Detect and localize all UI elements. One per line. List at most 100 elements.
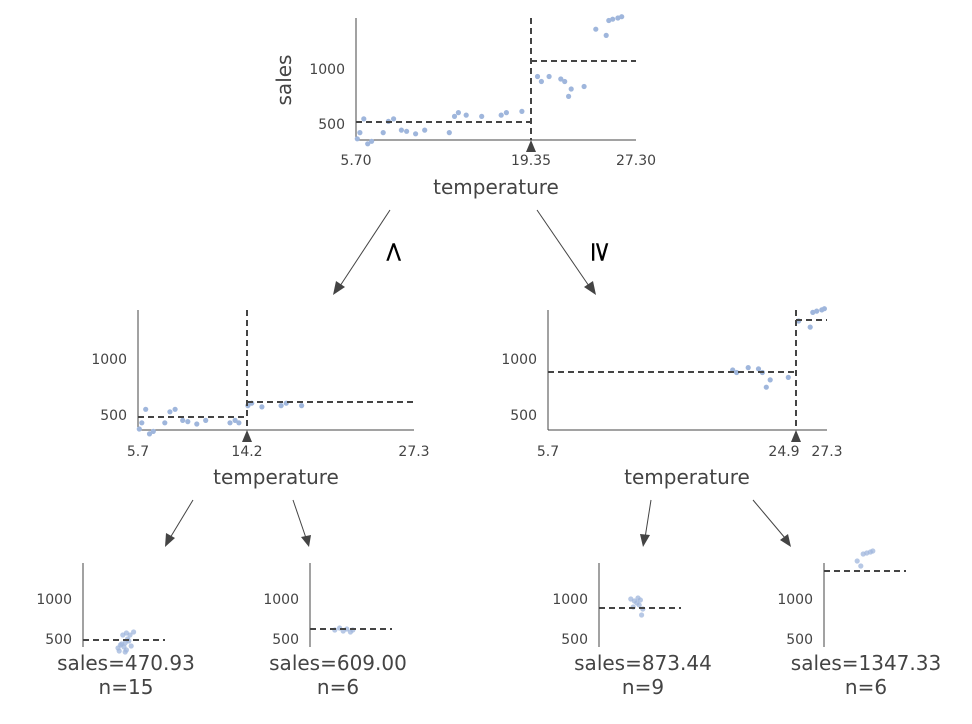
root-point-13	[451, 113, 458, 119]
left-xlabel: temperature	[213, 465, 339, 489]
root-point-4	[369, 138, 375, 144]
branch-greater-equal-label: ≥	[585, 240, 618, 263]
left-ytick-1000: 1000	[91, 352, 127, 368]
leaf1-point-12	[128, 643, 134, 649]
right-point-7	[785, 374, 791, 380]
left-point-11	[203, 417, 209, 423]
right-point-13	[821, 306, 828, 312]
right-points	[730, 306, 828, 390]
leaf3-n-text: n=9	[622, 675, 664, 699]
left-point-5	[162, 420, 168, 426]
right-split-marker	[791, 430, 801, 442]
root-point-31	[610, 16, 616, 22]
right-xtick-max: 27.3	[811, 444, 842, 460]
leaf3-point-5	[639, 612, 645, 618]
left-ytick-500: 500	[100, 408, 127, 424]
leaf2-ytick-1000: 1000	[263, 592, 299, 608]
leaf3-point-8	[635, 595, 641, 601]
root-point-18	[503, 110, 509, 116]
right-point-11	[814, 308, 820, 314]
leaf1-sales-text: sales=470.93	[57, 651, 195, 675]
leaf4-point-1	[858, 563, 864, 569]
root-ytick-1000: 1000	[309, 62, 345, 78]
root-point-0	[354, 136, 360, 142]
left-to-leaf2-arrow	[292, 499, 311, 547]
left-point-6	[167, 409, 173, 415]
root-point-19	[519, 108, 525, 114]
leaf1-n-text: n=15	[99, 675, 154, 699]
leaf-node-1: 1000 500 sales=470.93 n=15	[36, 563, 195, 699]
leaf3-ytick-500: 500	[561, 632, 588, 648]
right-ytick-1000: 1000	[501, 352, 537, 368]
leaf3-sales-text: sales=873.44	[574, 651, 712, 675]
root-ytick-500: 500	[318, 117, 345, 133]
right-node-plot: 1000 500 5.7 24.9 27.3 temperature	[501, 306, 843, 489]
leaf1-point-11	[122, 640, 128, 646]
leaf3-point-3	[636, 602, 642, 608]
right-ytick-500: 500	[510, 408, 537, 424]
leaf4-sales-text: sales=1347.33	[791, 651, 941, 675]
right-point-5	[763, 384, 769, 390]
root-node-plot: sales 1000 500 5.70 19.35 27.30 temperat…	[272, 14, 656, 199]
left-point-1	[139, 420, 145, 426]
right-point-2	[745, 365, 751, 371]
right-to-leaf4-arrow	[752, 499, 791, 547]
root-points	[354, 14, 625, 147]
left-point-8	[180, 417, 186, 423]
right-point-9	[807, 324, 813, 330]
root-point-9	[404, 128, 410, 134]
leaf2-n-text: n=6	[317, 675, 359, 699]
right-xtick-min: 5.7	[537, 444, 559, 460]
root-point-1	[357, 130, 363, 136]
root-point-33	[619, 14, 625, 20]
left-xtick-min: 5.7	[127, 444, 149, 460]
root-point-11	[422, 127, 428, 133]
left-point-4	[150, 428, 156, 434]
root-point-2	[361, 116, 367, 122]
root-point-16	[479, 113, 485, 119]
leaf4-point-5	[870, 548, 876, 554]
leaf3-ytick-1000: 1000	[552, 592, 588, 608]
root-point-10	[413, 131, 419, 137]
left-xtick-split: 14.2	[231, 444, 262, 460]
leaf4-point-0	[854, 558, 860, 564]
leaf-node-3: 1000 500 sales=873.44 n=9	[552, 563, 712, 699]
left-point-13	[232, 417, 238, 423]
left-split-marker	[242, 430, 252, 442]
root-point-5	[380, 130, 386, 136]
root-point-24	[562, 78, 568, 85]
leaf4-points	[854, 548, 876, 569]
leaf1-point-13	[115, 645, 121, 651]
leaf1-point-7	[131, 629, 137, 635]
leaf4-n-text: n=6	[845, 675, 887, 699]
left-point-20	[299, 403, 305, 409]
leaf1-point-14	[123, 647, 129, 653]
leaf3-points	[628, 595, 646, 618]
leaf1-ytick-500: 500	[45, 632, 72, 648]
leaf2-sales-text: sales=609.00	[269, 651, 407, 675]
root-point-17	[498, 112, 504, 118]
left-points	[136, 400, 305, 437]
right-xtick-split: 24.9	[768, 444, 799, 460]
leaf1-point-6	[123, 630, 129, 636]
leaf2-point-3	[344, 626, 350, 632]
leaf4-ytick-500: 500	[786, 632, 813, 648]
right-xlabel: temperature	[624, 465, 750, 489]
root-point-20	[534, 73, 541, 80]
right-point-6	[767, 377, 773, 383]
left-point-12	[227, 420, 233, 426]
root-point-15	[463, 112, 469, 118]
root-point-25	[566, 93, 572, 99]
root-ylabel: sales	[272, 55, 296, 106]
right-point-3	[755, 366, 762, 372]
root-xtick-min: 5.70	[340, 153, 371, 169]
root-xlabel: temperature	[433, 175, 559, 199]
root-point-21	[538, 78, 545, 85]
leaf4-ytick-1000: 1000	[777, 592, 813, 608]
root-point-29	[603, 32, 609, 39]
root-right-arrow	[536, 209, 596, 295]
root-point-22	[546, 73, 552, 80]
left-point-17	[259, 404, 265, 410]
left-point-18	[278, 403, 284, 409]
